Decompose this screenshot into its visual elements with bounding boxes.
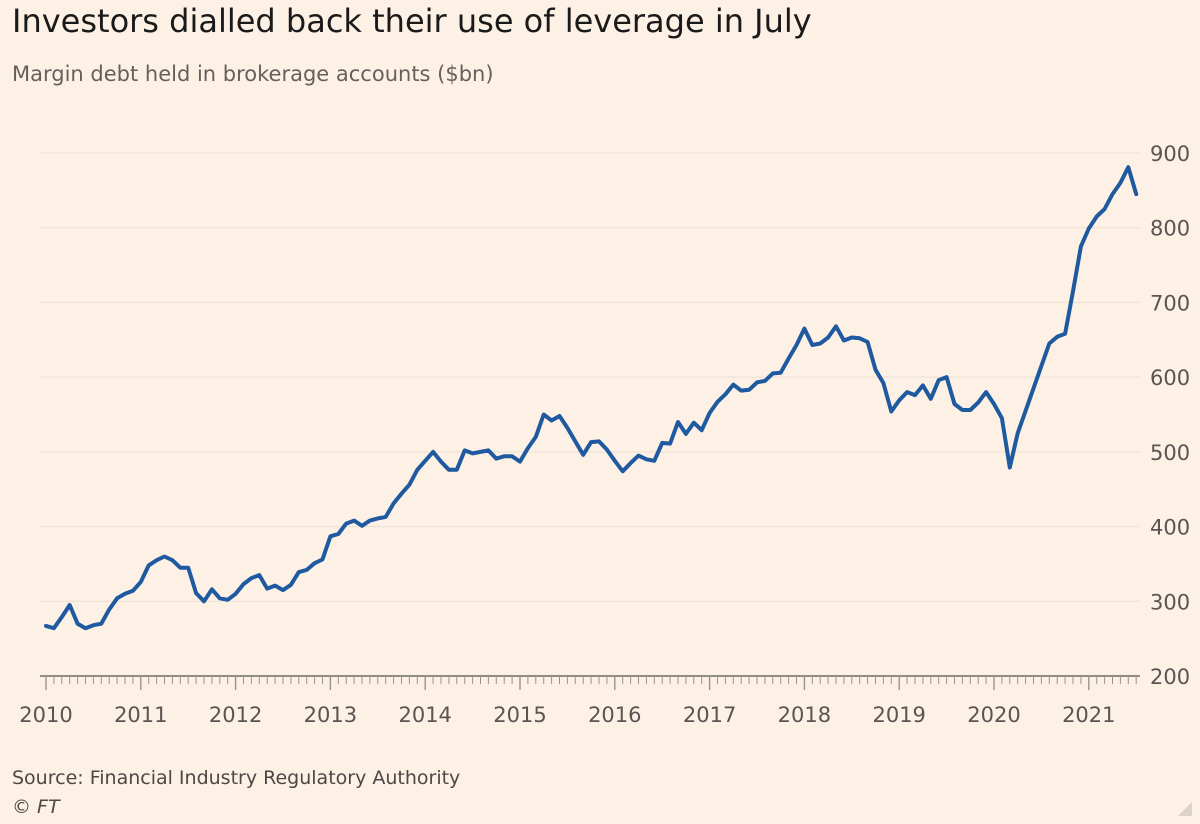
resize-grip-icon: [1178, 802, 1192, 816]
x-tick-label: 2010: [19, 703, 72, 727]
x-tick-label: 2013: [304, 703, 357, 727]
x-tick-label: 2020: [967, 703, 1020, 727]
y-tick-label: 200: [1150, 665, 1190, 689]
y-tick-label: 300: [1150, 590, 1190, 614]
x-tick-label: 2015: [493, 703, 546, 727]
x-tick-label: 2019: [872, 703, 925, 727]
y-tick-label: 400: [1150, 516, 1190, 540]
x-tick-label: 2014: [398, 703, 451, 727]
chart-subtitle: Margin debt held in brokerage accounts (…: [12, 62, 494, 86]
chart-title: Investors dialled back their use of leve…: [12, 2, 812, 40]
y-tick-label: 900: [1150, 142, 1190, 166]
x-tick-label: 2021: [1062, 703, 1115, 727]
y-tick-label: 800: [1150, 217, 1190, 241]
x-tick-label: 2016: [588, 703, 641, 727]
y-tick-label: 500: [1150, 441, 1190, 465]
x-tick-label: 2018: [778, 703, 831, 727]
copyright-note: © FT: [12, 796, 60, 818]
x-tick-label: 2011: [114, 703, 167, 727]
series-line-0: [44, 165, 1139, 631]
y-tick-label: 600: [1150, 366, 1190, 390]
x-tick-label: 2017: [683, 703, 736, 727]
y-tick-label: 700: [1150, 291, 1190, 315]
source-note: Source: Financial Industry Regulatory Au…: [12, 767, 461, 789]
x-tick-label: 2012: [209, 703, 262, 727]
